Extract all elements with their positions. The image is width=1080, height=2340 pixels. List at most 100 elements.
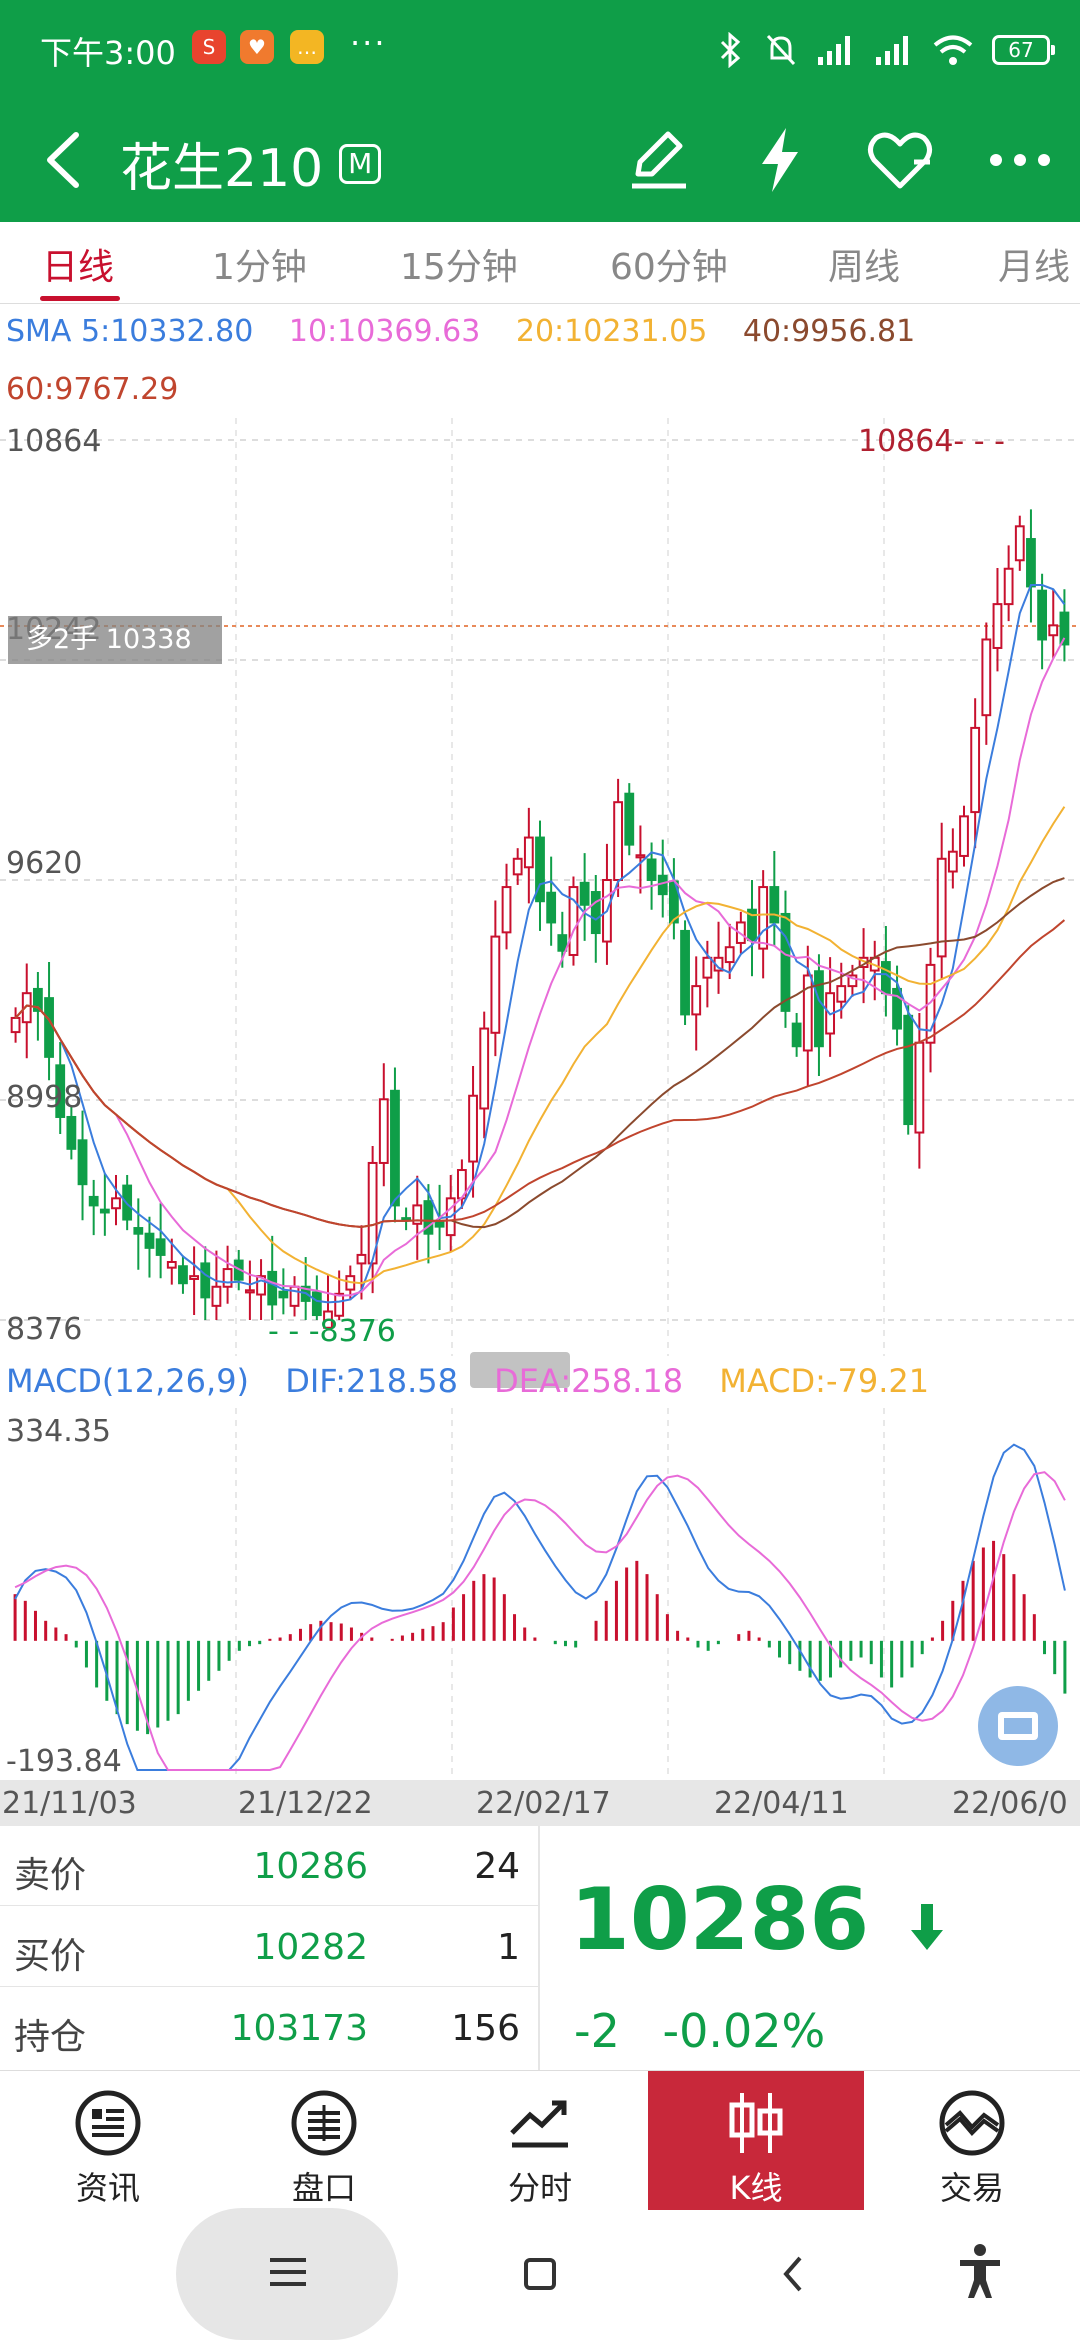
back-nav-icon[interactable]: [764, 2244, 824, 2304]
open-interest-row: 持仓 103173 156: [0, 1988, 538, 2068]
home-square-icon[interactable]: [510, 2244, 570, 2304]
candle: [646, 858, 657, 882]
timeshare-icon: [510, 2100, 568, 2148]
candle: [490, 935, 501, 1034]
candle: [390, 1089, 400, 1207]
candle: [88, 1195, 99, 1207]
candle: [590, 891, 601, 935]
tab-1min[interactable]: 1分钟: [212, 247, 307, 288]
candle: [111, 1197, 121, 1210]
nav-kline[interactable]: K线: [648, 2071, 864, 2211]
signal-icon: [876, 36, 908, 65]
tab-15min[interactable]: 15分钟: [400, 247, 518, 288]
page-title: 花生210 M: [120, 126, 382, 201]
candle: [769, 886, 780, 924]
date-tick: 22/02/17: [476, 1786, 611, 1821]
sma-label: SMA: [6, 314, 72, 349]
price-change: -2 -0.02%: [574, 2004, 825, 2058]
candle: [780, 912, 791, 1012]
date-axis: 21/11/03 21/12/22 22/02/17 22/04/11 22/0…: [0, 1780, 1080, 1826]
price-axis-high: 10864: [6, 424, 102, 459]
candle: [680, 929, 690, 1016]
edit-icon[interactable]: [620, 122, 696, 198]
price-axis-mid: 9620: [6, 846, 83, 881]
tab-60min[interactable]: 60分钟: [610, 247, 728, 288]
chart-collapse-handle[interactable]: [470, 1352, 570, 1388]
candle: [557, 934, 568, 952]
candle: [144, 1232, 155, 1249]
candle: [512, 857, 523, 876]
fullscreen-button[interactable]: [978, 1686, 1058, 1766]
accessibility-icon[interactable]: [950, 2240, 1010, 2300]
candle: [1037, 589, 1048, 641]
candle: [21, 992, 32, 1024]
candle: [992, 603, 1003, 649]
nav-kline-label: K线: [729, 2169, 783, 2207]
macd-legend: MACD(12,26,9) DIF:218.58 DEA:258.18 MACD…: [6, 1362, 929, 1400]
tab-daily[interactable]: 日线: [42, 247, 115, 288]
candle: [791, 1022, 802, 1048]
chat-app-icon: …: [290, 30, 324, 64]
period-tabs: 日线 1分钟 15分钟 60分钟 周线 月线: [0, 222, 1080, 304]
tab-monthly[interactable]: 月线: [998, 247, 1071, 288]
menu-button[interactable]: [176, 2208, 398, 2340]
candle: [278, 1290, 289, 1299]
candle: [903, 1014, 914, 1126]
nav-timeshare-label: 分时: [507, 2169, 572, 2207]
candle: [691, 985, 702, 1016]
candle: [959, 815, 969, 857]
status-time: 下午3:00: [40, 34, 176, 72]
candle: [367, 1161, 378, 1265]
macd-value: MACD:-79.21: [719, 1362, 930, 1400]
quote-divider: [538, 1826, 540, 2070]
nav-news[interactable]: 资讯: [0, 2071, 216, 2211]
flash-icon[interactable]: [742, 122, 818, 198]
nav-timeshare[interactable]: 分时: [432, 2071, 648, 2211]
candle: [77, 1139, 88, 1186]
last-price: 10286: [570, 1870, 947, 1970]
nav-orderbook[interactable]: 盘口: [216, 2071, 432, 2211]
candle: [724, 946, 735, 964]
kline-chart[interactable]: [0, 418, 1080, 1356]
ma-10-line: [14, 637, 1066, 1297]
candle: [1048, 624, 1059, 637]
ma-5-line: [14, 584, 1066, 1304]
candle: [99, 1208, 110, 1214]
heart-app-icon: ♥: [240, 30, 274, 64]
candle: [323, 1310, 333, 1329]
nav-news-label: 资讯: [75, 2169, 140, 2207]
s-app-icon: S: [192, 30, 226, 64]
macd-chart[interactable]: [0, 1408, 1080, 1780]
candle: [523, 836, 534, 869]
ma-60-line: [14, 919, 1066, 1228]
candle: [155, 1238, 166, 1256]
bid-row: 买价 10282 1: [0, 1907, 538, 1987]
candle: [546, 891, 557, 924]
candle: [1059, 611, 1070, 646]
candle: [1026, 538, 1036, 588]
down-arrow-icon: [911, 1903, 944, 1950]
back-icon[interactable]: [36, 125, 96, 195]
active-tab-indicator: [40, 296, 120, 301]
more-icon[interactable]: [982, 122, 1058, 198]
candle: [1003, 567, 1014, 606]
candle: [758, 886, 769, 950]
candle: [55, 1064, 66, 1118]
candle: [892, 987, 902, 1030]
candle: [814, 970, 824, 1048]
favorite-icon[interactable]: [862, 122, 938, 198]
bid-volume: 1: [497, 1927, 520, 1968]
candle: [133, 1227, 144, 1235]
price-axis-low: 8376: [6, 1312, 83, 1347]
nav-trade[interactable]: 交易: [864, 2071, 1080, 2211]
candle: [267, 1270, 278, 1306]
status-bar: 下午3:00 S ♥ … ··· 67: [0, 0, 1080, 100]
position-tag: 多2手 10338: [8, 616, 222, 664]
candle: [579, 881, 590, 906]
candle: [624, 792, 635, 846]
candle: [289, 1285, 300, 1307]
status-more-dots: ···: [350, 24, 387, 62]
news-icon: [75, 2090, 141, 2156]
tab-weekly[interactable]: 周线: [828, 247, 901, 288]
min-price-marker: - - -8376: [268, 1314, 396, 1349]
